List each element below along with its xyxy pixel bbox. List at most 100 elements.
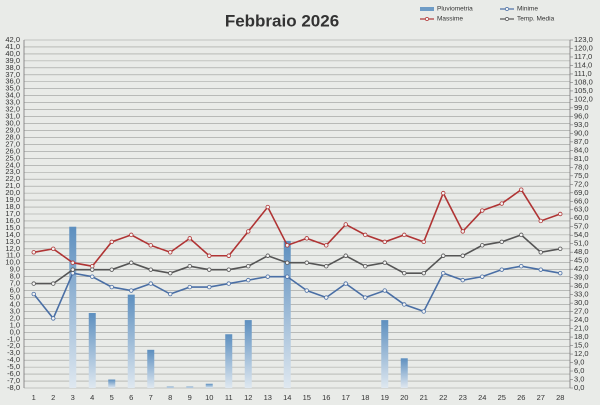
point-marker	[519, 264, 524, 269]
y-tick-label: 10,0	[5, 258, 20, 267]
y2-tick-label: 6,0	[574, 366, 584, 375]
bar	[225, 334, 233, 388]
point-marker	[402, 232, 407, 238]
y2-tick-label: 66,0	[574, 196, 589, 205]
y-tick-label: 33,0	[5, 98, 20, 107]
x-tick-label: 6	[129, 393, 133, 402]
point-marker	[363, 232, 368, 238]
y2-tick-label: 42,0	[574, 264, 589, 273]
point-marker	[499, 267, 504, 272]
y-tick-label: 35,0	[5, 84, 20, 93]
x-tick-label: 20	[400, 393, 408, 402]
y-tick-label: 2,0	[10, 313, 20, 322]
legend-label: Temp. Media	[517, 16, 555, 23]
y2-tick-label: 99,0	[574, 103, 589, 112]
point-marker	[285, 260, 290, 265]
legend-label: Pluviometria	[437, 6, 473, 13]
y2-tick-label: 93,0	[574, 120, 589, 129]
point-marker	[538, 218, 543, 224]
point-marker	[265, 253, 270, 258]
point-marker	[168, 291, 173, 297]
point-marker	[168, 250, 173, 255]
point-marker	[187, 236, 192, 241]
y-tick-label: 12,0	[5, 244, 20, 253]
y2-tick-label: 51,0	[574, 239, 589, 248]
point-marker	[51, 246, 56, 251]
y-tick-label: 24,0	[5, 160, 20, 169]
x-tick-label: 2	[51, 393, 55, 402]
y-tick-label: 6,0	[10, 286, 20, 295]
legend-label: Massime	[437, 16, 463, 23]
y-tick-label: 37,0	[5, 70, 20, 79]
y2-tick-label: 117,0	[574, 52, 592, 61]
point-marker	[421, 239, 426, 245]
point-marker	[129, 260, 134, 265]
point-marker	[265, 274, 270, 279]
y-tick-label: -4,0	[7, 355, 20, 364]
point-marker	[207, 267, 212, 272]
y2-tick-label: 33,0	[574, 290, 589, 299]
point-marker	[304, 288, 309, 293]
x-tick-label: 10	[205, 393, 213, 402]
y-tick-label: 13,0	[5, 237, 20, 246]
point-marker	[51, 281, 56, 286]
x-tick-label: 5	[110, 393, 114, 402]
y2-tick-label: 3,0	[574, 374, 584, 383]
point-marker	[207, 284, 212, 290]
y2-tick-label: 75,0	[574, 171, 589, 180]
x-tick-label: 24	[478, 393, 486, 402]
point-marker	[519, 187, 524, 192]
point-marker	[363, 264, 368, 269]
point-marker	[499, 201, 504, 206]
y2-tick-label: 87,0	[574, 137, 589, 146]
legend-swatch	[425, 17, 429, 21]
bar	[400, 358, 408, 388]
x-tick-label: 22	[439, 393, 447, 402]
line-series	[33, 265, 561, 320]
y-tick-label: -1,0	[7, 334, 20, 343]
y-tick-label: 19,0	[5, 195, 20, 204]
y-tick-label: 40,0	[5, 49, 20, 58]
point-marker	[382, 288, 387, 293]
x-tick-label: 19	[381, 393, 389, 402]
point-marker	[480, 243, 485, 248]
y2-tick-label: 60,0	[574, 213, 589, 222]
point-marker	[421, 270, 426, 276]
point-marker	[285, 274, 290, 279]
y-tick-label: 32,0	[5, 105, 20, 114]
point-marker	[226, 253, 231, 258]
y-tick-label: 26,0	[5, 146, 20, 155]
y-tick-label: 31,0	[5, 112, 20, 121]
x-tick-label: 7	[149, 393, 153, 402]
y2-tick-label: 111,0	[574, 69, 592, 78]
x-tick-label: 13	[264, 393, 272, 402]
point-marker	[324, 264, 329, 269]
point-marker	[519, 232, 524, 238]
chart-title: Febbraio 2026	[225, 11, 339, 30]
point-marker	[304, 260, 309, 265]
point-marker	[265, 204, 270, 210]
y-tick-label: 28,0	[5, 132, 20, 141]
x-tick-label: 16	[322, 393, 330, 402]
y-tick-label: -8,0	[7, 383, 20, 392]
y2-tick-label: 9,0	[574, 358, 584, 367]
y-tick-label: -2,0	[7, 341, 20, 350]
y-tick-label: 38,0	[5, 63, 20, 72]
x-tick-label: 21	[420, 393, 428, 402]
point-marker	[304, 236, 309, 241]
point-marker	[382, 260, 387, 265]
bar	[108, 379, 116, 388]
point-marker	[129, 288, 134, 293]
y-tick-label: -7,0	[7, 376, 20, 385]
y2-tick-label: 0,0	[574, 383, 584, 392]
point-marker	[382, 239, 387, 245]
point-marker	[460, 229, 465, 234]
x-tick-label: 27	[537, 393, 545, 402]
x-tick-label: 14	[283, 393, 291, 402]
bar	[186, 386, 194, 388]
x-tick-label: 23	[459, 393, 467, 402]
point-marker	[480, 274, 485, 279]
x-tick-label: 9	[188, 393, 192, 402]
x-tick-label: 11	[225, 393, 233, 402]
